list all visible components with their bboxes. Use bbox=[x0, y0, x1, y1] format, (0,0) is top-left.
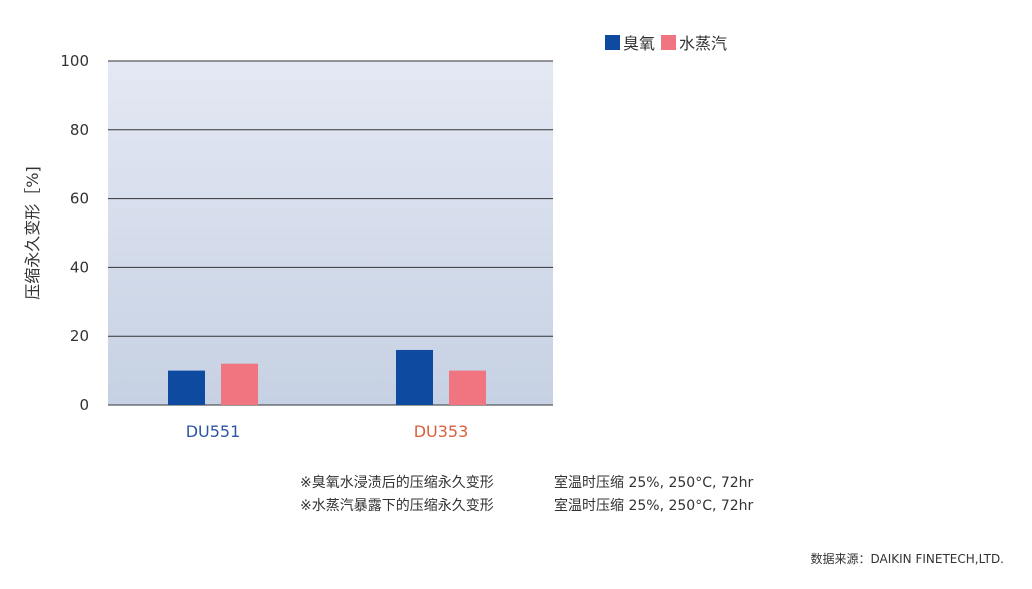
bar-DU353-series-1 bbox=[449, 370, 486, 405]
legend-swatch-ozone bbox=[605, 34, 620, 50]
y-tick-label: 80 bbox=[70, 121, 89, 139]
y-tick-label: 100 bbox=[60, 52, 89, 70]
y-tick-label: 0 bbox=[79, 396, 89, 414]
note-parameters: 室温时压缩 25%, 250°C, 72hr bbox=[554, 475, 754, 491]
bar-DU551-series-0 bbox=[168, 370, 205, 405]
note-condition: ※水蒸汽暴露下的压缩永久变形 bbox=[300, 498, 494, 514]
category-label: DU353 bbox=[414, 422, 469, 441]
category-label: DU551 bbox=[186, 422, 241, 441]
bar-DU353-series-0 bbox=[396, 349, 433, 405]
note-condition: ※臭氧水浸渍后的压缩永久变形 bbox=[300, 475, 494, 491]
category-labels: DU551 DU353 bbox=[186, 422, 469, 441]
note-row: ※臭氧水浸渍后的压缩永久变形 室温时压缩 25%, 250°C, 72hr bbox=[300, 472, 753, 495]
y-tick-label: 60 bbox=[70, 190, 89, 208]
legend-item-steam: 水蒸汽 bbox=[661, 30, 727, 54]
data-source: 数据来源：DAIKIN FINETECH,LTD. bbox=[810, 552, 1004, 566]
bars bbox=[168, 349, 486, 405]
note-row: ※水蒸汽暴露下的压缩永久变形 室温时压缩 25%, 250°C, 72hr bbox=[300, 495, 753, 518]
plot-area bbox=[108, 61, 553, 405]
y-axis-label: 压缩永久变形［%] bbox=[23, 166, 42, 300]
legend-label-ozone: 臭氧 bbox=[623, 34, 656, 53]
legend: 臭氧 水蒸汽 bbox=[605, 30, 733, 54]
y-tick-label: 40 bbox=[70, 258, 89, 276]
legend-item-ozone: 臭氧 bbox=[605, 30, 655, 54]
bar-DU551-series-1 bbox=[221, 363, 258, 405]
y-tick-label: 20 bbox=[70, 327, 89, 345]
notes: ※臭氧水浸渍后的压缩永久变形 室温时压缩 25%, 250°C, 72hr ※水… bbox=[300, 472, 753, 518]
y-tick-labels: 0 20 40 60 80 100 bbox=[60, 52, 89, 414]
legend-swatch-steam bbox=[661, 34, 677, 50]
note-parameters: 室温时压缩 25%, 250°C, 72hr bbox=[554, 498, 754, 514]
legend-label-steam: 水蒸汽 bbox=[679, 34, 728, 53]
